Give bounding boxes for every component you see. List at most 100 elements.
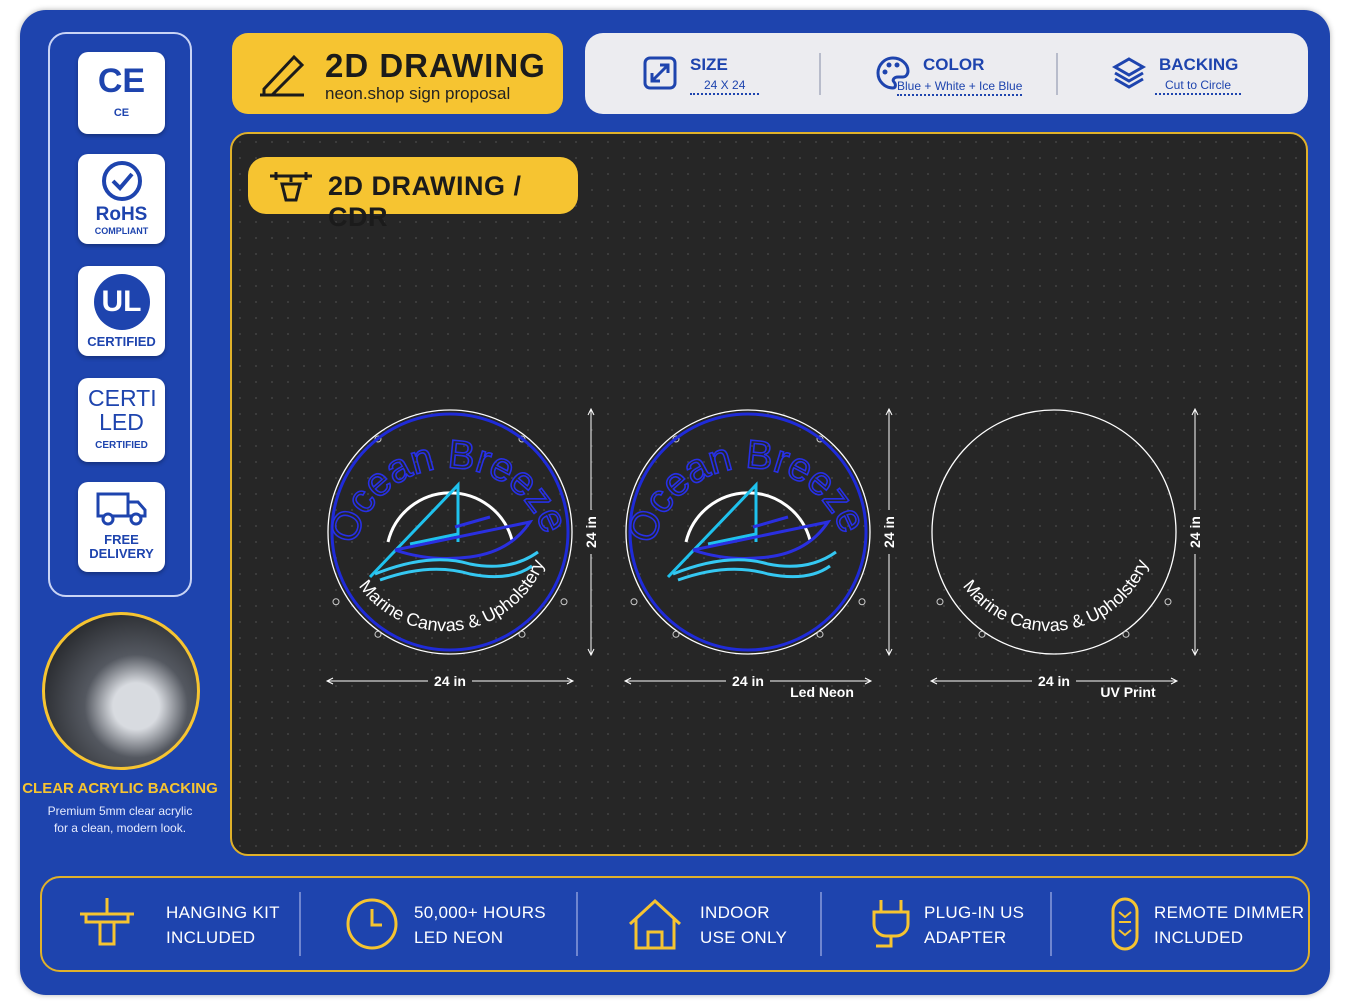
feature-line: INCLUDED (166, 928, 256, 947)
acrylic-text: for a clean, modern look. (53, 821, 187, 835)
divider (820, 892, 822, 956)
panel-caption: UV Print (1100, 684, 1156, 700)
dimension-label-bg (1186, 510, 1204, 554)
dimension-label-bg (428, 672, 472, 690)
badge-logo: CERTI LED (88, 385, 157, 435)
acrylic-title: CLEAR ACRYLIC BACKING (22, 780, 218, 797)
path (628, 898, 682, 950)
feature-line: USE ONLY (700, 928, 788, 947)
feature-line: 50,000+ HOURS (414, 903, 546, 922)
path (872, 900, 910, 948)
spec-label: SIZE (690, 55, 728, 74)
height-label: 24 in (881, 516, 897, 548)
badge-logo: CE (97, 62, 146, 100)
badge: CE CE (78, 52, 165, 134)
spec-value: Cut to Circle (1155, 78, 1242, 95)
mount-hole (518, 630, 526, 638)
spec-label: COLOR (923, 55, 985, 74)
feature-bar: HANGING KIT INCLUDED 50,000+ HOURS LED NEO… (40, 876, 1310, 972)
divider (819, 53, 821, 95)
sign-subtitle-path: Marine Canvas & Upholstery (355, 557, 548, 636)
divider (576, 892, 578, 956)
path (370, 909, 382, 927)
circle (101, 161, 142, 201)
drawing-tab-title: 2D DRAWING / CDR (328, 171, 522, 232)
feature-text: REMOTE DIMMER INCLUDED (1154, 900, 1304, 950)
mount-hole (1164, 598, 1172, 606)
panel-caption: Led Neon (790, 684, 854, 700)
feature-icon (80, 898, 134, 946)
height-label: 24 in (583, 516, 599, 548)
feature-line: PLUG-IN US (924, 903, 1025, 922)
circle (346, 898, 398, 950)
path (876, 56, 910, 90)
sign-panel: Marine Canvas & Upholstery 24 in 24 in UV P… (929, 407, 1204, 700)
cut-outline (625, 409, 871, 655)
spec-bar: SIZE 24 X 24 COLOR Blue + White + Ice Bl… (585, 33, 1308, 114)
drawing-board: Ocean Breeze Marine Canvas & Upholstery 24… (230, 132, 1308, 856)
divider (1050, 892, 1052, 956)
circle (129, 512, 142, 526)
badge-caption: COMPLIANT (94, 226, 149, 236)
badge: CERTI LED CERTIFIED (78, 378, 165, 462)
neon-wave (374, 550, 539, 582)
mount-hole (936, 598, 944, 606)
path (270, 172, 312, 202)
dimension-label-bg (1032, 672, 1076, 690)
width-label: 24 in (1038, 673, 1070, 689)
badge: FREE DELIVERY (78, 482, 165, 572)
feature-line: LED NEON (414, 928, 504, 947)
badge-caption: CERTIFIED (87, 334, 156, 349)
neon-ring (330, 412, 570, 652)
badge-icon (96, 492, 146, 526)
sign-subtitle: Marine Canvas & Upholstery (355, 557, 548, 636)
mount-hole (630, 598, 638, 606)
feature-line: HANGING KIT (166, 903, 280, 922)
width-label: 24 in (732, 673, 764, 689)
size-icon (643, 56, 677, 90)
path (1118, 911, 1132, 937)
spec-value: Blue + White + Ice Blue (897, 79, 1023, 96)
feature-icon (1111, 897, 1139, 951)
badge: UL CERTIFIED (78, 266, 165, 356)
color-icon (876, 56, 910, 90)
drawing-tab: 2D DRAWING / CDR (248, 157, 578, 232)
feature-icon (872, 900, 910, 948)
path (262, 54, 305, 97)
divider (1056, 53, 1058, 95)
spec-label: BACKING (1159, 55, 1239, 74)
badge-logo: FREE (104, 532, 139, 547)
sidebar (48, 32, 192, 597)
header-subtitle: neon.shop sign proposal (325, 84, 511, 103)
feature-icon (346, 898, 398, 950)
sign-subtitle-path: Marine Canvas & Upholstery (959, 557, 1152, 636)
backing-icon (1111, 57, 1147, 89)
badge-logo: RoHS (95, 204, 148, 225)
acrylic-photo (42, 612, 200, 770)
header-title: 2D DRAWING (325, 47, 546, 84)
header-tab: 2D DRAWING neon.shop sign proposal (232, 33, 563, 114)
divider (299, 892, 301, 956)
feature-icon (628, 898, 682, 950)
badge-caption: CERTIFIED (95, 440, 148, 451)
feature-text: HANGING KIT INCLUDED (166, 900, 280, 950)
feature-line: ADAPTER (924, 928, 1007, 947)
rect (643, 56, 677, 90)
badge: RoHS COMPLIANT (78, 154, 165, 244)
dimension-label-bg (726, 672, 770, 690)
rect (1111, 897, 1139, 951)
feature-text: PLUG-IN US ADAPTER (924, 900, 1024, 950)
feature-text: INDOOR USE ONLY (700, 900, 787, 950)
sign-subtitle: Marine Canvas & Upholstery (959, 557, 1152, 636)
mount-hole (858, 598, 866, 606)
width-label: 24 in (434, 673, 466, 689)
mount-hole (332, 598, 340, 606)
feature-line: INCLUDED (1154, 928, 1244, 947)
height-label: 24 in (1187, 516, 1203, 548)
header-icon (260, 54, 305, 97)
circle (886, 62, 892, 68)
badge-logo: UL (93, 274, 150, 330)
dimension-label-bg (880, 510, 898, 554)
